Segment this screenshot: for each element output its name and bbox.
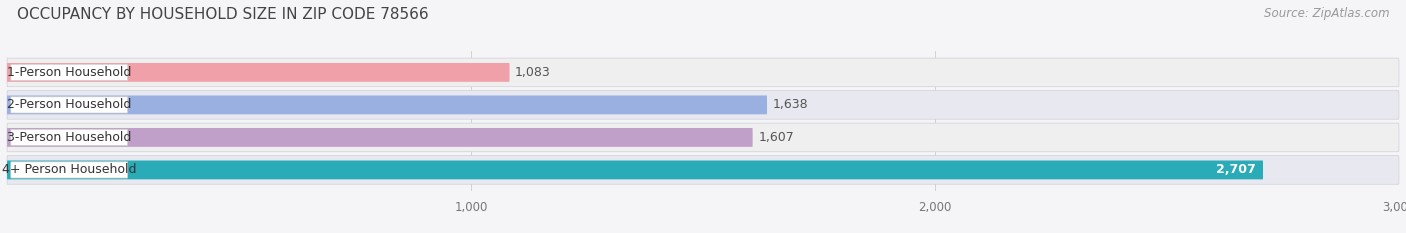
- FancyBboxPatch shape: [7, 91, 1399, 119]
- FancyBboxPatch shape: [11, 162, 128, 178]
- Text: 2,707: 2,707: [1216, 163, 1256, 176]
- Text: 4+ Person Household: 4+ Person Household: [1, 163, 136, 176]
- FancyBboxPatch shape: [7, 128, 752, 147]
- FancyBboxPatch shape: [7, 63, 509, 82]
- FancyBboxPatch shape: [7, 96, 768, 114]
- Text: 1,083: 1,083: [515, 66, 551, 79]
- FancyBboxPatch shape: [11, 64, 128, 81]
- Text: Source: ZipAtlas.com: Source: ZipAtlas.com: [1264, 7, 1389, 20]
- Text: 2-Person Household: 2-Person Household: [7, 98, 131, 111]
- Text: 1,638: 1,638: [773, 98, 808, 111]
- FancyBboxPatch shape: [11, 129, 128, 146]
- Text: 3-Person Household: 3-Person Household: [7, 131, 131, 144]
- Text: 1,607: 1,607: [758, 131, 794, 144]
- FancyBboxPatch shape: [7, 123, 1399, 152]
- Text: 1-Person Household: 1-Person Household: [7, 66, 131, 79]
- FancyBboxPatch shape: [7, 161, 1263, 179]
- FancyBboxPatch shape: [7, 58, 1399, 87]
- Text: OCCUPANCY BY HOUSEHOLD SIZE IN ZIP CODE 78566: OCCUPANCY BY HOUSEHOLD SIZE IN ZIP CODE …: [17, 7, 429, 22]
- FancyBboxPatch shape: [7, 156, 1399, 184]
- FancyBboxPatch shape: [11, 97, 128, 113]
